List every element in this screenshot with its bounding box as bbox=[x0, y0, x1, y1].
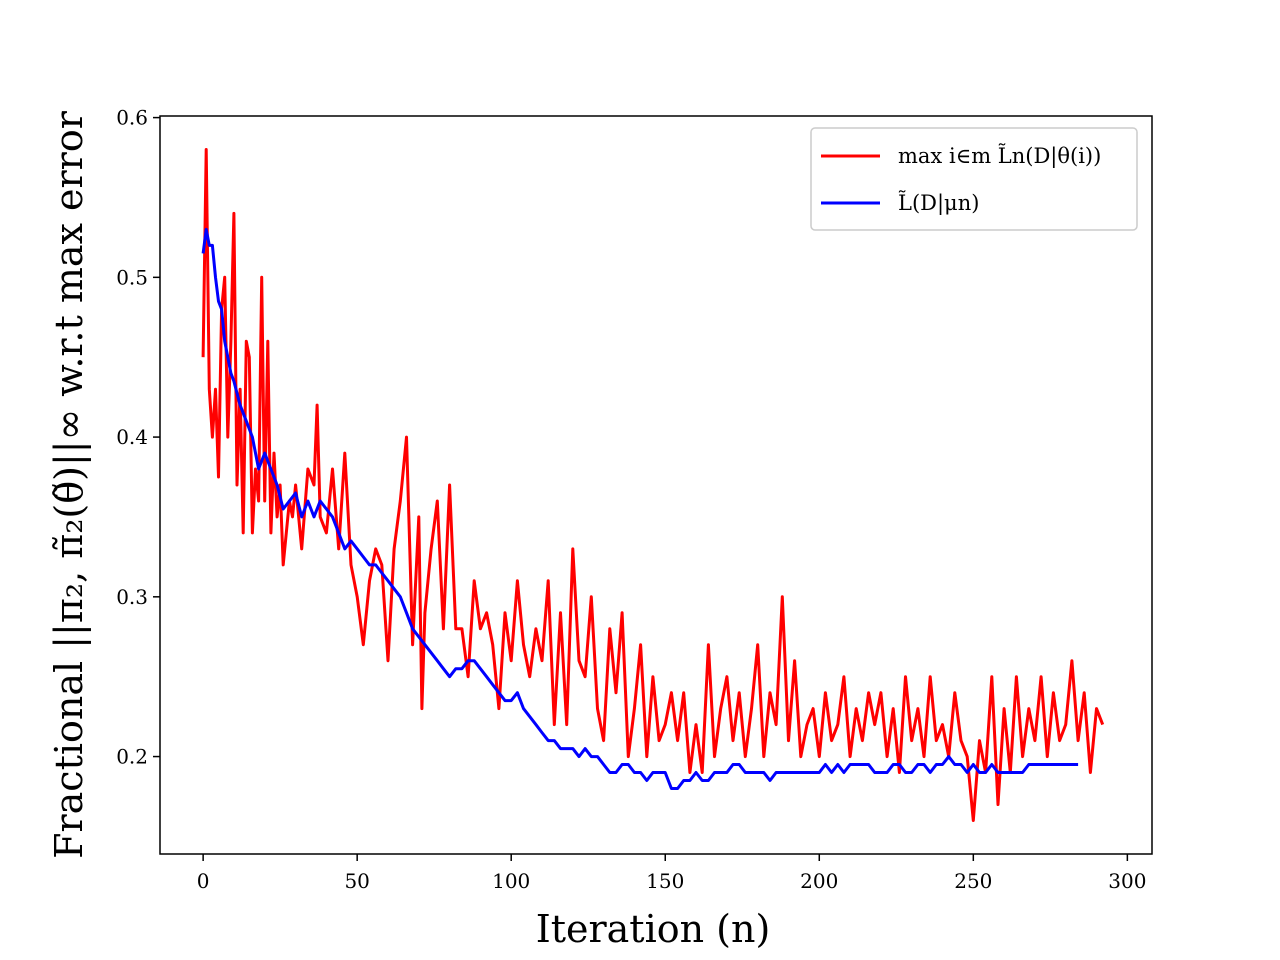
x-tick-label: 150 bbox=[646, 869, 684, 893]
y-axis-ticks: 0.2 0.3 0.4 0.5 0.6 bbox=[116, 106, 160, 769]
x-axis-ticks: 0 50 100 150 200 250 300 bbox=[197, 854, 1146, 893]
axes bbox=[159, 115, 1153, 855]
x-tick-label: 0 bbox=[197, 869, 210, 893]
x-tick-label: 50 bbox=[344, 869, 369, 893]
y-tick-label: 0.2 bbox=[116, 745, 148, 769]
series-lines bbox=[201, 148, 1105, 822]
x-axis-label: Iteration (n) bbox=[536, 907, 771, 951]
legend-label-max: max i∈m L̃n(D|θ(i)) bbox=[898, 144, 1101, 169]
legend-frame bbox=[810, 127, 1138, 231]
y-tick-label: 0.6 bbox=[116, 106, 148, 130]
x-tick-label: 200 bbox=[800, 869, 838, 893]
y-tick-label: 0.4 bbox=[116, 425, 148, 449]
y-axis-label: Fractional ||π₂, π̃₂(θ̃)||∞ w.r.t max er… bbox=[47, 110, 91, 859]
series-line-1 bbox=[201, 227, 1079, 790]
x-tick-label: 250 bbox=[954, 869, 992, 893]
y-tick-label: 0.5 bbox=[116, 265, 148, 289]
legend-label-mean: L̃(D|μn) bbox=[898, 191, 979, 216]
x-tick-label: 300 bbox=[1108, 869, 1146, 893]
legend: max i∈m L̃n(D|θ(i)) L̃(D|μn) bbox=[810, 127, 1138, 231]
axes-frame bbox=[159, 115, 1153, 855]
x-tick-label: 100 bbox=[492, 869, 530, 893]
y-tick-label: 0.3 bbox=[116, 585, 148, 609]
series-line-0 bbox=[201, 148, 1105, 822]
